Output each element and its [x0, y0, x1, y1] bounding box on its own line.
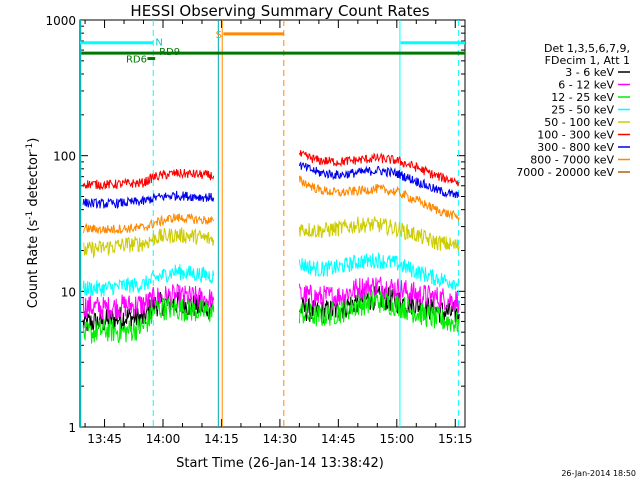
- flag-bar-label: RD9: [159, 47, 180, 58]
- series-group: [82, 150, 460, 344]
- series-line: [298, 175, 460, 222]
- legend-header: Det 1,3,5,6,7,9,: [544, 42, 630, 55]
- series-line: [298, 161, 460, 199]
- x-tick-label: 14:45: [321, 432, 356, 446]
- flag-bars: N S RD9 RD6: [80, 30, 465, 66]
- legend: Det 1,3,5,6,7,9,FDecim 1, Att 13 - 6 keV…: [516, 42, 630, 179]
- series-line: [82, 212, 215, 235]
- flag-bar-label: S: [216, 30, 222, 41]
- series-line: [82, 264, 215, 297]
- y-tick-label: 1: [68, 421, 76, 435]
- chart-title: HESSI Observing Summary Count Rates: [130, 2, 429, 20]
- legend-label: 7000 - 20000 keV: [516, 166, 614, 179]
- legend-label: 6 - 12 keV: [558, 79, 614, 92]
- series-line: [82, 297, 215, 344]
- x-tick-label: 14:30: [263, 432, 298, 446]
- series-line: [82, 190, 215, 210]
- y-tick-label: 1000: [45, 14, 76, 28]
- series-line: [82, 169, 215, 191]
- plot-frame: [79, 19, 466, 428]
- series-line: [82, 283, 215, 320]
- legend-label: 50 - 100 keV: [544, 116, 614, 129]
- x-axis-label: Start Time (26-Jan-14 13:38:42): [176, 456, 384, 471]
- series-line: [298, 216, 460, 251]
- x-tick-label: 13:45: [87, 432, 122, 446]
- flag-bar-label: N: [155, 38, 162, 49]
- x-tick-label: 15:15: [438, 432, 473, 446]
- x-tick-label: 15:00: [380, 432, 415, 446]
- series-line: [298, 251, 460, 291]
- legend-label: 12 - 25 keV: [551, 91, 614, 104]
- legend-label: 3 - 6 keV: [565, 66, 614, 79]
- footer-timestamp: 26-Jan-2014 18:50: [561, 469, 636, 478]
- legend-label: 800 - 7000 keV: [530, 154, 614, 167]
- legend-label: 300 - 800 keV: [537, 141, 614, 154]
- flag-bar-label: RD6: [126, 55, 147, 66]
- x-tick-label: 14:15: [204, 432, 239, 446]
- series-line: [298, 276, 460, 314]
- event-lines: [80, 20, 459, 427]
- series-line: [298, 289, 460, 334]
- legend-label: 25 - 50 keV: [551, 104, 614, 117]
- x-tick-label: 14:00: [146, 432, 181, 446]
- legend-header: FDecim 1, Att 1: [545, 54, 630, 67]
- series-line: [82, 227, 215, 259]
- y-axis-label: Count Rate (s-1 detector-1): [25, 138, 41, 309]
- y-tick-label: 10: [61, 285, 76, 299]
- axes: 13:45 14:00 14:15 14:30 14:45 15:00 15:15 1 10 10…: [45, 14, 472, 446]
- legend-label: 100 - 300 keV: [537, 129, 614, 142]
- y-tick-label: 100: [53, 150, 76, 164]
- series-line: [298, 150, 460, 187]
